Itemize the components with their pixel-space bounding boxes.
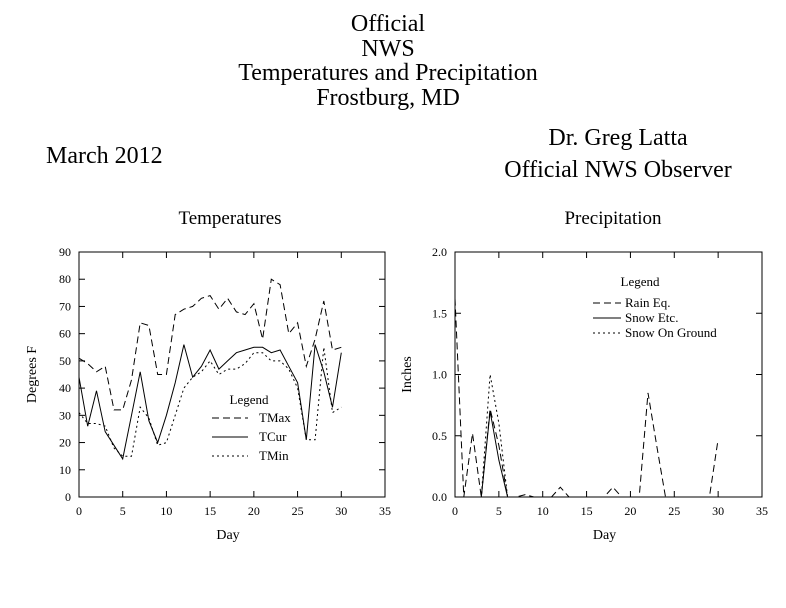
chart1-y-tick-label: 50 (59, 354, 71, 368)
chart2-y-tick-label: 1.0 (432, 368, 447, 382)
chart1-y-tick-label: 60 (59, 327, 71, 341)
chart1-legend-title: Legend (230, 392, 269, 407)
chart2-y-tick-label: 2.0 (432, 245, 447, 259)
chart1-legend-entry: TMin (259, 448, 289, 463)
chart2-legend-title: Legend (621, 274, 660, 289)
chart1-legend-entry: TCur (259, 429, 287, 444)
chart2-x-tick-label: 30 (712, 504, 724, 518)
main-title: Official NWS Temperatures and Precipitat… (200, 12, 576, 110)
chart1-y-tick-label: 30 (59, 408, 71, 422)
chart1-title: Temperatures (178, 208, 281, 229)
chart1-x-tick-label: 35 (379, 504, 391, 518)
chart1-x-tick-label: 0 (76, 504, 82, 518)
observer-role: Official NWS Observer (504, 157, 732, 183)
chart2-x-axis-label: Day (593, 528, 616, 543)
chart2-x-tick-label: 25 (668, 504, 680, 518)
title-line: Temperatures and Precipitation (238, 60, 538, 86)
chart1-x-axis-label: Day (216, 528, 239, 543)
chart1-legend-entry: TMax (259, 410, 291, 425)
chart2-legend-entry: Snow Etc. (625, 310, 678, 325)
chart1-y-tick-label: 40 (59, 381, 71, 395)
chart2-x-tick-label: 15 (581, 504, 593, 518)
chart1-y-tick-label: 20 (59, 436, 71, 450)
chart1-x-tick-label: 30 (335, 504, 347, 518)
chart1-y-tick-label: 80 (59, 272, 71, 286)
title-line: NWS (361, 35, 415, 62)
chart2-series-snow-on-ground (455, 374, 719, 498)
chart1-x-tick-label: 20 (248, 504, 260, 518)
chart2-legend-entry: Rain Eq. (625, 295, 671, 310)
chart2-x-tick-label: 35 (756, 504, 768, 518)
chart2-legend-entry: Snow On Ground (625, 325, 717, 340)
month-label: March 2012 (46, 143, 163, 169)
chart2-y-tick-label: 0.0 (432, 490, 447, 504)
chart1-y-tick-label: 70 (59, 299, 71, 313)
chart1-y-tick-label: 10 (59, 463, 71, 477)
chart1-x-tick-label: 15 (204, 504, 216, 518)
observer-name: Dr. Greg Latta (548, 125, 688, 151)
chart2-y-tick-label: 1.5 (432, 306, 447, 320)
chart1-series-tcur (78, 344, 342, 461)
chart1-x-tick-label: 25 (292, 504, 304, 518)
chart1-y-tick-label: 0 (65, 490, 71, 504)
chart2-x-tick-label: 20 (624, 504, 636, 518)
chart1-y-tick-label: 90 (59, 245, 71, 259)
chart1-series-tmax (78, 278, 342, 411)
chart2-y-axis-label: Inches (400, 356, 415, 393)
chart2-x-tick-label: 0 (452, 504, 458, 518)
chart1-plot-frame (78, 251, 386, 498)
chart2-x-tick-label: 5 (496, 504, 502, 518)
chart2-x-tick-label: 10 (537, 504, 549, 518)
title-line: Official (350, 11, 426, 37)
chart2-series-snow-etc (455, 411, 719, 498)
observer-block: Dr. Greg Latta Official NWS Observer (480, 122, 756, 186)
chart2-title: Precipitation (564, 208, 662, 229)
chart1-x-tick-label: 5 (120, 504, 126, 518)
chart2-y-tick-label: 0.5 (432, 429, 447, 443)
chart1-x-tick-label: 10 (160, 504, 172, 518)
title-line: Frostburg, MD (316, 84, 460, 111)
chart1-y-axis-label: Degrees F (25, 346, 40, 403)
chart1-series-tmin (78, 347, 342, 457)
